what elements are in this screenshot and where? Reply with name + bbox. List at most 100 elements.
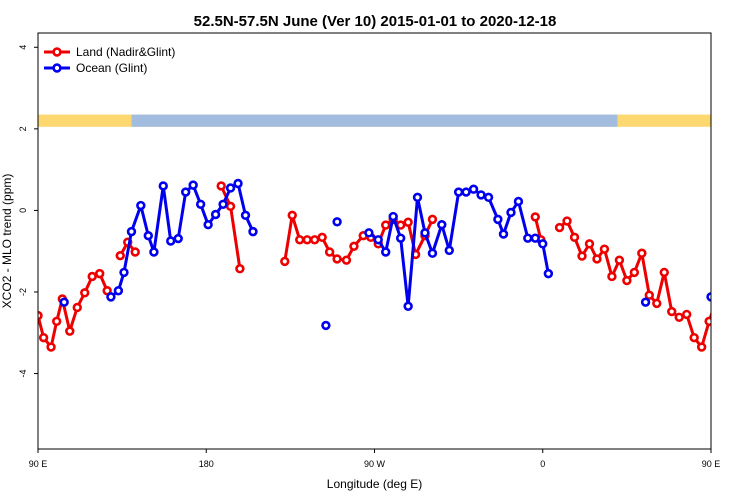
data-point xyxy=(126,226,137,237)
data-point xyxy=(317,232,327,243)
data-point xyxy=(248,226,258,237)
data-point xyxy=(225,201,236,212)
plot-frame xyxy=(37,32,712,450)
data-point xyxy=(240,210,251,221)
data-point xyxy=(216,181,226,191)
data-point xyxy=(562,216,572,226)
data-point xyxy=(388,211,398,222)
data-point xyxy=(704,316,711,327)
data-point xyxy=(483,192,494,203)
data-point xyxy=(59,297,69,307)
series-ocean xyxy=(59,178,711,331)
data-point xyxy=(38,310,43,321)
data-point xyxy=(80,288,90,298)
data-point xyxy=(614,255,625,265)
data-point xyxy=(381,247,391,257)
data-point xyxy=(530,212,540,222)
legend-item: Ocean (Glint) xyxy=(44,61,147,75)
data-point xyxy=(493,214,503,225)
data-point xyxy=(412,192,423,203)
data-point xyxy=(295,235,305,245)
x-tick-label: 90 E xyxy=(29,459,48,469)
data-point xyxy=(696,342,707,352)
data-point xyxy=(652,298,662,309)
data-point xyxy=(188,180,198,190)
data-point xyxy=(341,255,352,265)
data-point xyxy=(637,248,647,258)
data-point xyxy=(332,254,342,264)
data-point xyxy=(427,248,438,258)
data-point xyxy=(569,232,580,243)
data-point xyxy=(427,214,438,225)
data-point xyxy=(364,228,374,238)
data-point xyxy=(453,187,464,197)
data-point xyxy=(667,306,677,317)
y-tick-label: 2 xyxy=(18,126,28,131)
data-point xyxy=(640,297,651,307)
legend-label: Land (Nadir&Glint) xyxy=(76,45,175,59)
data-point xyxy=(233,178,243,189)
data-point xyxy=(523,233,533,243)
data-point xyxy=(302,235,312,245)
data-point xyxy=(437,219,447,230)
data-point xyxy=(173,233,183,244)
landmask-ocean-0 xyxy=(131,114,618,127)
data-point xyxy=(225,183,236,193)
y-tick-label: -2 xyxy=(18,288,28,296)
data-point xyxy=(420,228,430,238)
data-point xyxy=(681,309,692,320)
legend-marker xyxy=(52,63,62,73)
data-point xyxy=(498,229,509,239)
data-point xyxy=(476,190,486,200)
legend-item: Land (Nadir&Glint) xyxy=(44,45,175,59)
y-axis-label: XCO2 - MLO trend (ppm) xyxy=(0,174,14,309)
x-tick-label: 90 E xyxy=(702,459,721,469)
data-point xyxy=(530,233,540,243)
x-tick-label: 90 W xyxy=(364,459,386,469)
data-point xyxy=(629,267,640,278)
chart-title: 52.5N-57.5N June (Ver 10) 2015-01-01 to … xyxy=(194,13,557,30)
data-point xyxy=(373,235,383,245)
x-axis: 90 E 180 90 W 0 90 E xyxy=(29,449,721,469)
data-point xyxy=(513,196,524,207)
landmask-strip xyxy=(38,114,711,127)
data-point xyxy=(113,286,124,296)
data-point xyxy=(444,245,454,256)
data-point xyxy=(349,241,359,252)
y-tick-label: -4 xyxy=(18,370,28,378)
data-point xyxy=(395,233,406,243)
data-point xyxy=(143,230,153,241)
data-point xyxy=(166,236,176,246)
data-point xyxy=(87,271,97,282)
data-point xyxy=(46,342,56,352)
data-point xyxy=(119,267,129,278)
legend-label: Ocean (Glint) xyxy=(76,61,147,75)
legend-marker xyxy=(52,47,62,57)
data-point xyxy=(218,199,228,209)
data-point xyxy=(577,251,587,261)
data-point xyxy=(321,320,331,331)
data-point xyxy=(115,250,125,261)
y-tick-label: 0 xyxy=(18,208,28,213)
y-tick-label: 4 xyxy=(18,45,28,50)
y-axis: -4 -2 0 2 4 xyxy=(18,45,38,378)
data-point xyxy=(543,268,554,279)
x-tick-label: 0 xyxy=(540,459,545,469)
data-point xyxy=(287,210,297,221)
x-tick-label: 180 xyxy=(199,459,214,469)
data-point xyxy=(607,271,617,282)
data-point xyxy=(180,187,191,197)
data-point xyxy=(235,264,245,274)
data-point xyxy=(403,217,413,227)
series-layer xyxy=(38,178,711,352)
data-point xyxy=(332,217,342,227)
data-point xyxy=(280,256,290,267)
data-point xyxy=(51,316,62,327)
data-point xyxy=(599,244,610,254)
data-point xyxy=(403,301,413,311)
data-point xyxy=(584,239,595,249)
data-point xyxy=(674,312,684,322)
data-point xyxy=(381,220,391,230)
